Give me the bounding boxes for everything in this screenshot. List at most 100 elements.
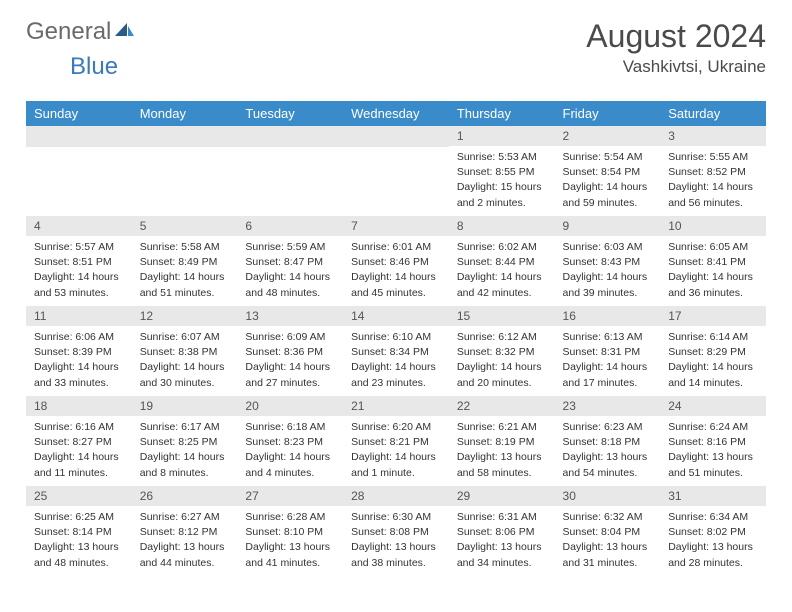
sunrise-text: Sunrise: 5:59 AM — [245, 240, 335, 255]
day-info: Sunrise: 5:54 AMSunset: 8:54 PMDaylight:… — [555, 146, 661, 215]
day-info: Sunrise: 5:59 AMSunset: 8:47 PMDaylight:… — [237, 236, 343, 305]
sunrise-text: Sunrise: 6:16 AM — [34, 420, 124, 435]
sunrise-text: Sunrise: 6:17 AM — [140, 420, 230, 435]
day-header-monday: Monday — [132, 101, 238, 126]
daylight-text: Daylight: 14 hours and 20 minutes. — [457, 360, 547, 390]
logo-sail-icon — [113, 21, 135, 44]
daylight-text: Daylight: 15 hours and 2 minutes. — [457, 180, 547, 210]
day-number: 30 — [555, 486, 661, 506]
day-info: Sunrise: 6:20 AMSunset: 8:21 PMDaylight:… — [343, 416, 449, 485]
day-number: 22 — [449, 396, 555, 416]
daylight-text: Daylight: 14 hours and 30 minutes. — [140, 360, 230, 390]
sunset-text: Sunset: 8:54 PM — [563, 165, 653, 180]
sunset-text: Sunset: 8:21 PM — [351, 435, 441, 450]
day-number: 4 — [26, 216, 132, 236]
daylight-text: Daylight: 14 hours and 8 minutes. — [140, 450, 230, 480]
sunrise-text: Sunrise: 6:10 AM — [351, 330, 441, 345]
day-number: 27 — [237, 486, 343, 506]
daylight-text: Daylight: 13 hours and 44 minutes. — [140, 540, 230, 570]
day-cell: 7Sunrise: 6:01 AMSunset: 8:46 PMDaylight… — [343, 216, 449, 306]
day-number: 26 — [132, 486, 238, 506]
daylight-text: Daylight: 14 hours and 51 minutes. — [140, 270, 230, 300]
day-info: Sunrise: 5:55 AMSunset: 8:52 PMDaylight:… — [660, 146, 766, 215]
sunset-text: Sunset: 8:02 PM — [668, 525, 758, 540]
sunrise-text: Sunrise: 6:02 AM — [457, 240, 547, 255]
day-info: Sunrise: 6:24 AMSunset: 8:16 PMDaylight:… — [660, 416, 766, 485]
sunrise-text: Sunrise: 6:23 AM — [563, 420, 653, 435]
day-cell: 24Sunrise: 6:24 AMSunset: 8:16 PMDayligh… — [660, 396, 766, 486]
day-cell: 15Sunrise: 6:12 AMSunset: 8:32 PMDayligh… — [449, 306, 555, 396]
day-info: Sunrise: 6:10 AMSunset: 8:34 PMDaylight:… — [343, 326, 449, 395]
day-number: 8 — [449, 216, 555, 236]
day-cell: 27Sunrise: 6:28 AMSunset: 8:10 PMDayligh… — [237, 486, 343, 576]
week-row: 25Sunrise: 6:25 AMSunset: 8:14 PMDayligh… — [26, 486, 766, 576]
sunset-text: Sunset: 8:16 PM — [668, 435, 758, 450]
day-cell: 26Sunrise: 6:27 AMSunset: 8:12 PMDayligh… — [132, 486, 238, 576]
day-cell: 25Sunrise: 6:25 AMSunset: 8:14 PMDayligh… — [26, 486, 132, 576]
day-cell: 17Sunrise: 6:14 AMSunset: 8:29 PMDayligh… — [660, 306, 766, 396]
day-info: Sunrise: 6:23 AMSunset: 8:18 PMDaylight:… — [555, 416, 661, 485]
daylight-text: Daylight: 14 hours and 53 minutes. — [34, 270, 124, 300]
sunrise-text: Sunrise: 6:20 AM — [351, 420, 441, 435]
empty-day-num — [132, 126, 238, 147]
daylight-text: Daylight: 13 hours and 34 minutes. — [457, 540, 547, 570]
calendar-table: SundayMondayTuesdayWednesdayThursdayFrid… — [26, 101, 766, 576]
sunset-text: Sunset: 8:41 PM — [668, 255, 758, 270]
daylight-text: Daylight: 14 hours and 17 minutes. — [563, 360, 653, 390]
day-info: Sunrise: 6:12 AMSunset: 8:32 PMDaylight:… — [449, 326, 555, 395]
day-cell — [26, 126, 132, 216]
daylight-text: Daylight: 14 hours and 27 minutes. — [245, 360, 335, 390]
day-number: 17 — [660, 306, 766, 326]
daylight-text: Daylight: 14 hours and 56 minutes. — [668, 180, 758, 210]
daylight-text: Daylight: 13 hours and 51 minutes. — [668, 450, 758, 480]
day-cell: 4Sunrise: 5:57 AMSunset: 8:51 PMDaylight… — [26, 216, 132, 306]
sunrise-text: Sunrise: 6:21 AM — [457, 420, 547, 435]
day-info: Sunrise: 6:07 AMSunset: 8:38 PMDaylight:… — [132, 326, 238, 395]
sunset-text: Sunset: 8:19 PM — [457, 435, 547, 450]
daylight-text: Daylight: 13 hours and 28 minutes. — [668, 540, 758, 570]
sunset-text: Sunset: 8:14 PM — [34, 525, 124, 540]
daylight-text: Daylight: 13 hours and 31 minutes. — [563, 540, 653, 570]
day-cell: 3Sunrise: 5:55 AMSunset: 8:52 PMDaylight… — [660, 126, 766, 216]
day-cell: 19Sunrise: 6:17 AMSunset: 8:25 PMDayligh… — [132, 396, 238, 486]
sunrise-text: Sunrise: 6:31 AM — [457, 510, 547, 525]
daylight-text: Daylight: 14 hours and 23 minutes. — [351, 360, 441, 390]
sunset-text: Sunset: 8:52 PM — [668, 165, 758, 180]
sunset-text: Sunset: 8:18 PM — [563, 435, 653, 450]
day-number: 25 — [26, 486, 132, 506]
day-cell: 8Sunrise: 6:02 AMSunset: 8:44 PMDaylight… — [449, 216, 555, 306]
calendar-document: General August 2024 Vashkivtsi, Ukraine … — [0, 0, 792, 594]
day-number: 12 — [132, 306, 238, 326]
day-header-tuesday: Tuesday — [237, 101, 343, 126]
sunrise-text: Sunrise: 6:01 AM — [351, 240, 441, 255]
day-cell: 29Sunrise: 6:31 AMSunset: 8:06 PMDayligh… — [449, 486, 555, 576]
daylight-text: Daylight: 13 hours and 41 minutes. — [245, 540, 335, 570]
day-number: 6 — [237, 216, 343, 236]
logo: General — [26, 18, 137, 46]
day-number: 1 — [449, 126, 555, 146]
sunrise-text: Sunrise: 6:09 AM — [245, 330, 335, 345]
sunset-text: Sunset: 8:27 PM — [34, 435, 124, 450]
day-cell: 2Sunrise: 5:54 AMSunset: 8:54 PMDaylight… — [555, 126, 661, 216]
sunset-text: Sunset: 8:29 PM — [668, 345, 758, 360]
day-info: Sunrise: 6:18 AMSunset: 8:23 PMDaylight:… — [237, 416, 343, 485]
day-header-row: SundayMondayTuesdayWednesdayThursdayFrid… — [26, 101, 766, 126]
day-cell: 31Sunrise: 6:34 AMSunset: 8:02 PMDayligh… — [660, 486, 766, 576]
day-number: 2 — [555, 126, 661, 146]
day-number: 31 — [660, 486, 766, 506]
day-number: 23 — [555, 396, 661, 416]
sunset-text: Sunset: 8:55 PM — [457, 165, 547, 180]
day-number: 19 — [132, 396, 238, 416]
day-info: Sunrise: 6:13 AMSunset: 8:31 PMDaylight:… — [555, 326, 661, 395]
day-cell: 23Sunrise: 6:23 AMSunset: 8:18 PMDayligh… — [555, 396, 661, 486]
day-info: Sunrise: 5:53 AMSunset: 8:55 PMDaylight:… — [449, 146, 555, 215]
day-number: 29 — [449, 486, 555, 506]
week-row: 11Sunrise: 6:06 AMSunset: 8:39 PMDayligh… — [26, 306, 766, 396]
day-number: 16 — [555, 306, 661, 326]
day-cell: 10Sunrise: 6:05 AMSunset: 8:41 PMDayligh… — [660, 216, 766, 306]
day-info: Sunrise: 5:57 AMSunset: 8:51 PMDaylight:… — [26, 236, 132, 305]
sunrise-text: Sunrise: 6:05 AM — [668, 240, 758, 255]
daylight-text: Daylight: 14 hours and 14 minutes. — [668, 360, 758, 390]
daylight-text: Daylight: 13 hours and 48 minutes. — [34, 540, 124, 570]
day-cell: 16Sunrise: 6:13 AMSunset: 8:31 PMDayligh… — [555, 306, 661, 396]
